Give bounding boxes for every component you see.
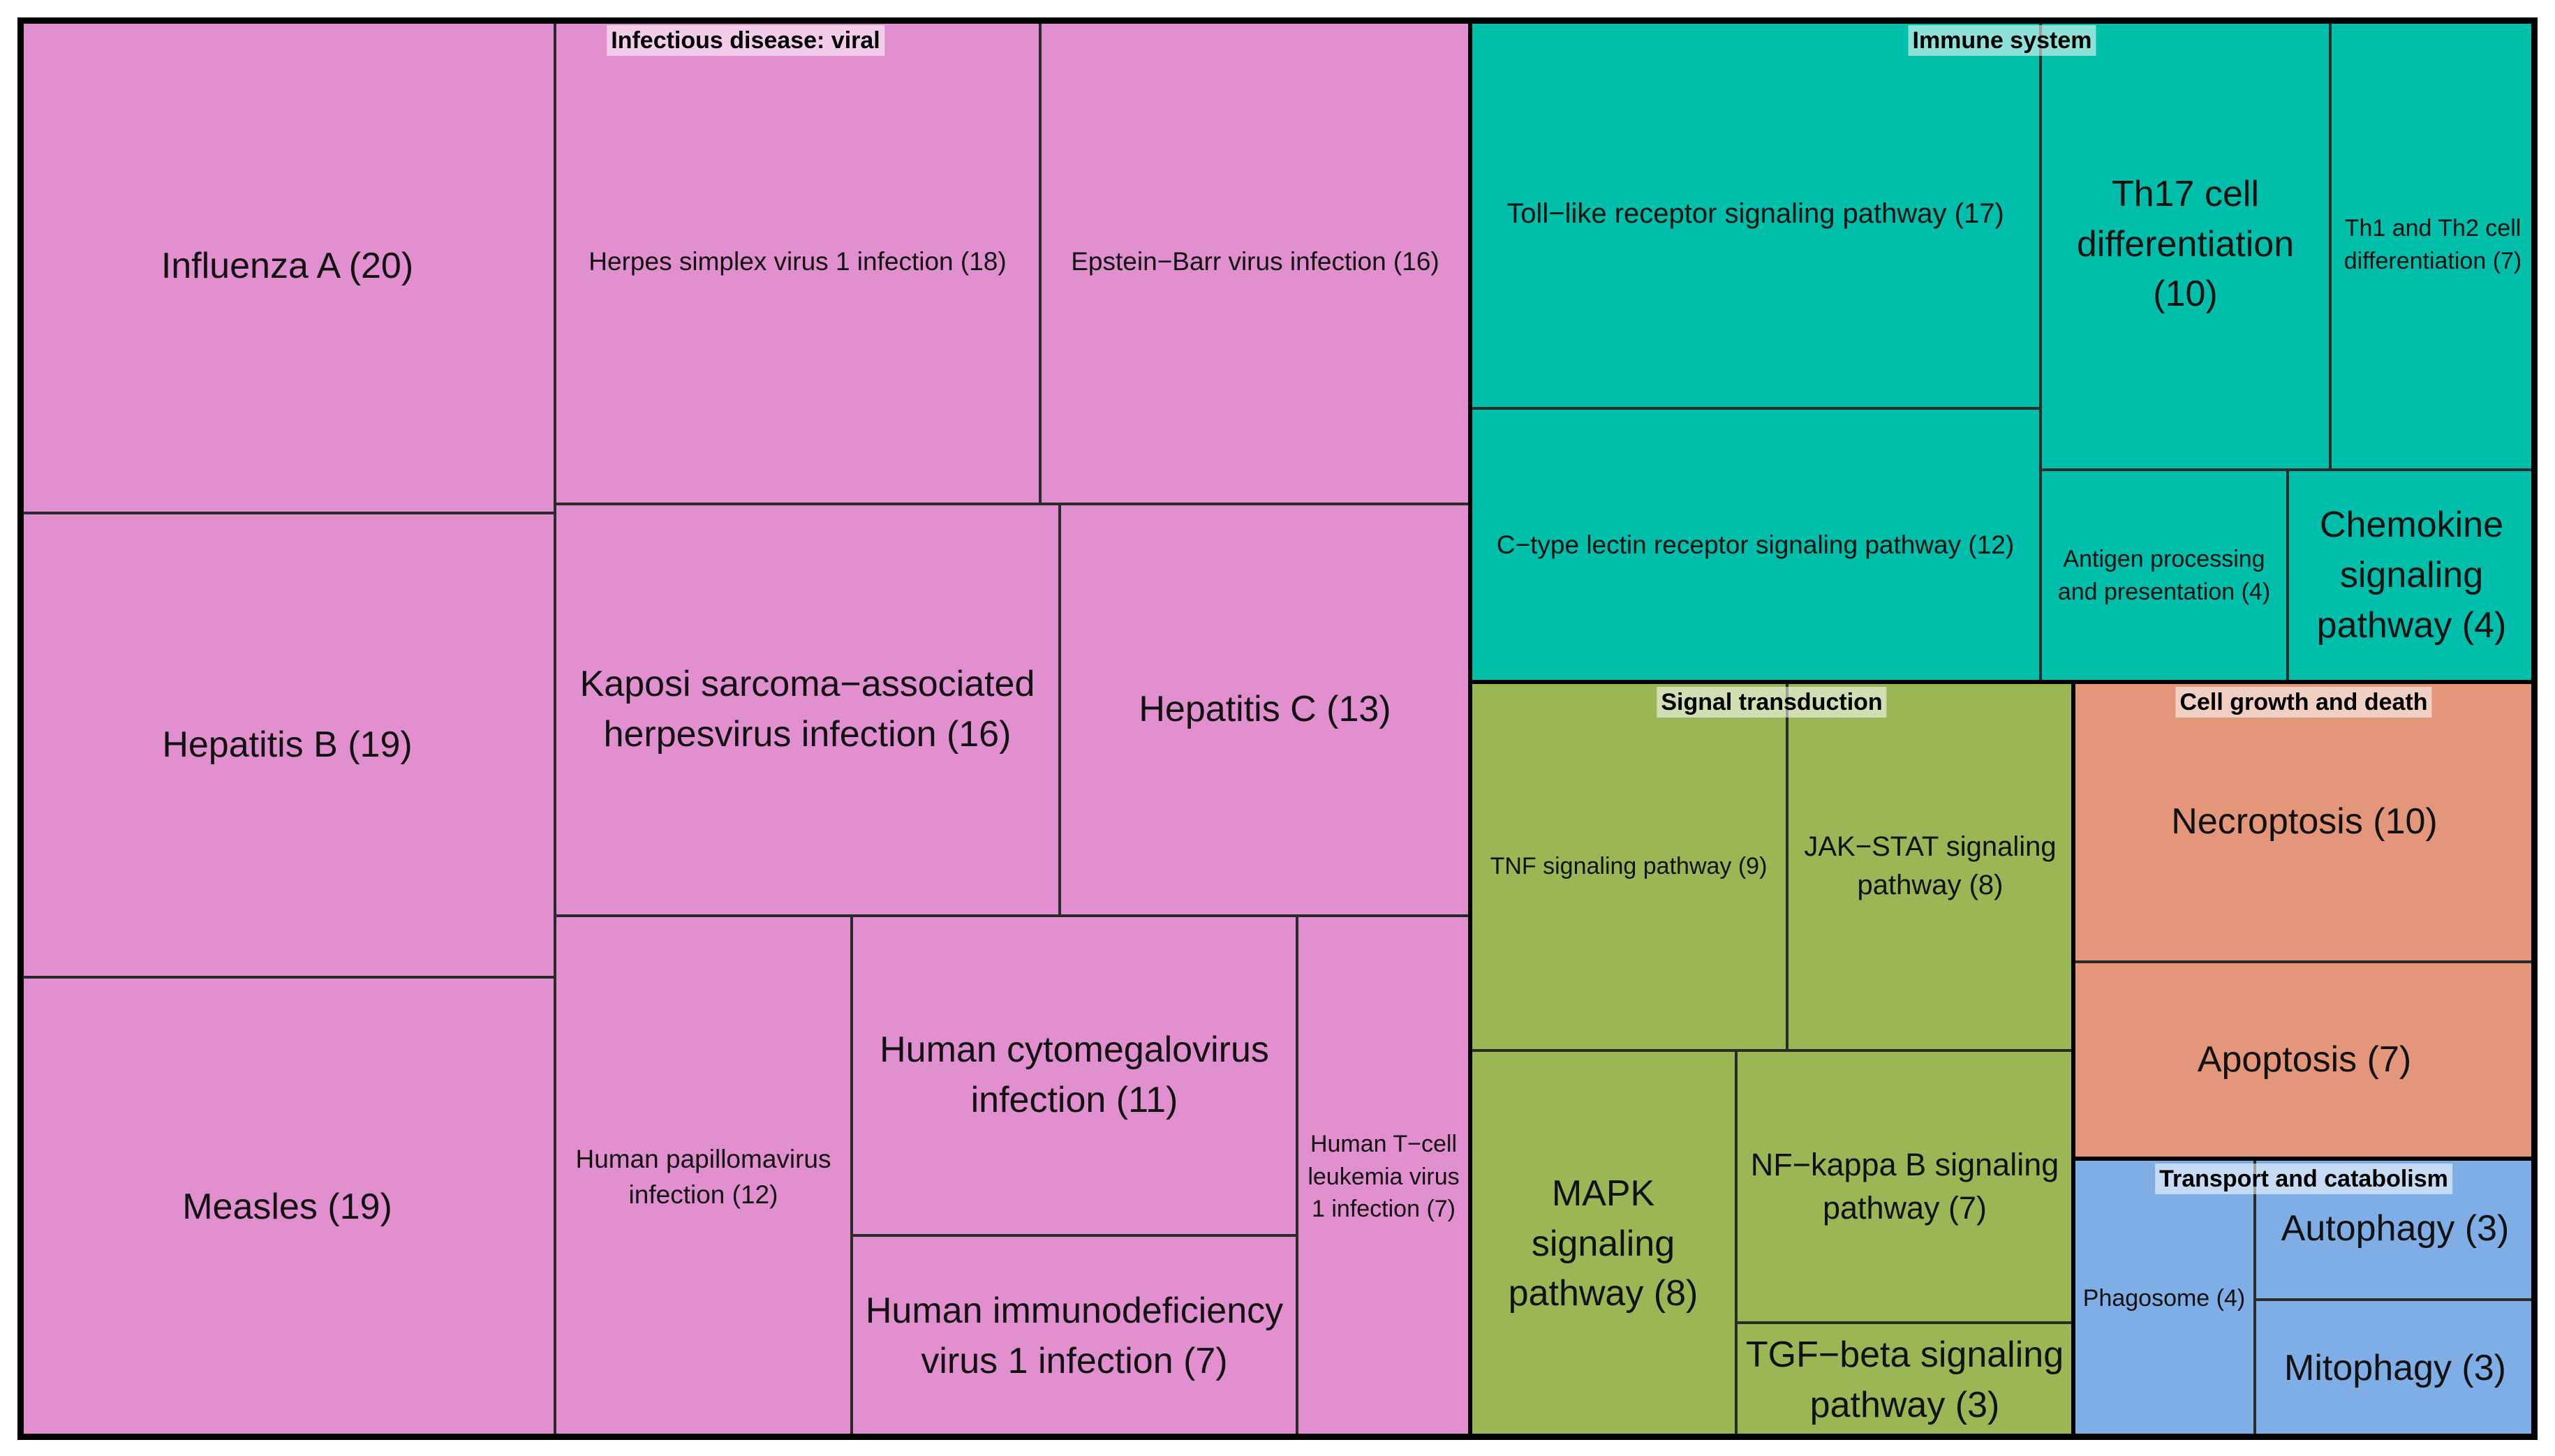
treemap-tile-human-immunodeficiency-virus-1-infection-7: Human immunodeficiency virus 1 infection… [852, 1235, 1297, 1438]
treemap-tile-epstein-barr-virus-infection-16: Epstein−Barr virus infection (16) [1040, 20, 1470, 504]
treemap-tile-label: TGF−beta signaling pathway (3) [1745, 1334, 2064, 1425]
treemap-tile-label: Necroptosis (10) [2171, 801, 2438, 842]
treemap-tile-label: Human immunodeficiency virus 1 infection… [865, 1291, 1284, 1381]
treemap-tile-label: Chemokine signaling pathway (4) [2316, 505, 2507, 646]
treemap-tile-label: Human T−cell leukemia virus 1 infection … [1308, 1130, 1460, 1223]
treemap-tile-necroptosis-10: Necroptosis (10) [2073, 682, 2535, 962]
treemap-tile-label: Hepatitis B (19) [162, 724, 413, 765]
treemap-tile-human-papillomavirus-infection-12: Human papillomavirus infection (12) [555, 916, 852, 1438]
treemap-tile-apoptosis-7: Apoptosis (7) [2073, 962, 2535, 1159]
treemap-tile-tnf-signaling-pathway-9: TNF signaling pathway (9) [1470, 682, 1787, 1050]
treemap-tile-label: Kaposi sarcoma−associated herpesvirus in… [579, 664, 1035, 755]
treemap-tile-label: Apoptosis (7) [2197, 1039, 2412, 1080]
treemap-tile-label: Antigen processing and presentation (4) [2057, 546, 2271, 605]
treemap-tile-th1-and-th2-cell-differentiation-7: Th1 and Th2 cell differentiation (7) [2330, 20, 2535, 470]
treemap-group-label-immune-system: Immune system [1908, 25, 2096, 57]
treemap-tile-label: Measles (19) [182, 1187, 392, 1228]
treemap-tile-label: JAK−STAT signaling pathway (8) [1804, 831, 2057, 900]
treemap-tile-label: Mitophagy (3) [2284, 1348, 2506, 1389]
treemap-tile-chemokine-signaling-pathway-4: Chemokine signaling pathway (4) [2288, 470, 2535, 682]
treemap-tile-mitophagy-3: Mitophagy (3) [2255, 1300, 2535, 1438]
treemap-tile-herpes-simplex-virus-1-infection-18: Herpes simplex virus 1 infection (18) [555, 20, 1040, 504]
treemap-tile-label: C−type lectin receptor signaling pathway… [1496, 530, 2015, 560]
treemap-tile-label: Autophagy (3) [2281, 1208, 2510, 1249]
treemap-tile-human-t-cell-leukemia-virus-1-infection-7: Human T−cell leukemia virus 1 infection … [1297, 916, 1470, 1438]
treemap-tile-label: Epstein−Barr virus infection (16) [1071, 247, 1439, 276]
treemap-tile-measles-19: Measles (19) [20, 977, 555, 1438]
treemap-tile-toll-like-receptor-signaling-pathway-17: Toll−like receptor signaling pathway (17… [1470, 20, 2041, 408]
treemap-tile-label: Human cytomegalovirus infection (11) [880, 1030, 1269, 1120]
treemap-tile-label: Th1 and Th2 cell differentiation (7) [2343, 214, 2522, 274]
treemap-tile-nf-kappa-b-signaling-pathway-7: NF−kappa B signaling pathway (7) [1736, 1050, 2073, 1323]
treemap-group-label-infectious-disease-viral: Infectious disease: viral [607, 25, 884, 57]
treemap-tile-label: Influenza A (20) [161, 245, 414, 286]
treemap-tile-label: MAPK signaling pathway (8) [1508, 1173, 1698, 1314]
treemap-tile-label: Th17 cell differentiation (10) [2076, 173, 2295, 315]
treemap-tile-label: Hepatitis C (13) [1139, 689, 1391, 730]
treemap-tile-c-type-lectin-receptor-signaling-pathway-12: C−type lectin receptor signaling pathway… [1470, 408, 2041, 682]
treemap-tile-label: Phagosome (4) [2082, 1284, 2246, 1312]
treemap-tile-label: TNF signaling pathway (9) [1490, 852, 1768, 879]
treemap-tile-antigen-processing-and-presentation-4: Antigen processing and presentation (4) [2041, 470, 2288, 682]
treemap-tile-kaposi-sarcoma-associated-herpesvirus-infection-16: Kaposi sarcoma−associated herpesvirus in… [555, 504, 1060, 916]
treemap-tile-human-cytomegalovirus-infection-11: Human cytomegalovirus infection (11) [852, 916, 1297, 1235]
treemap-tile-label: Herpes simplex virus 1 infection (18) [588, 247, 1007, 276]
treemap-group-label-signal-transduction: Signal transduction [1657, 687, 1887, 718]
treemap-group-label-transport-and-catabolism: Transport and catabolism [2155, 1164, 2452, 1195]
treemap-tile-label: NF−kappa B signaling pathway (7) [1750, 1146, 2059, 1226]
treemap-tile-label: Human papillomavirus infection (12) [575, 1144, 831, 1209]
treemap-tile-influenza-a-20: Influenza A (20) [20, 20, 555, 513]
treemap-group-label-cell-growth-and-death: Cell growth and death [2175, 687, 2432, 718]
treemap-tile-th17-cell-differentiation-10: Th17 cell differentiation (10) [2041, 20, 2330, 470]
treemap-tile-mapk-signaling-pathway-8: MAPK signaling pathway (8) [1470, 1050, 1736, 1438]
treemap-tile-label: Toll−like receptor signaling pathway (17… [1506, 198, 2004, 229]
treemap-tile-tgf-beta-signaling-pathway-3: TGF−beta signaling pathway (3) [1736, 1323, 2073, 1438]
treemap-tile-phagosome-4: Phagosome (4) [2073, 1159, 2255, 1438]
treemap-tile-jak-stat-signaling-pathway-8: JAK−STAT signaling pathway (8) [1787, 682, 2073, 1050]
treemap-tile-hepatitis-c-13: Hepatitis C (13) [1060, 504, 1470, 916]
treemap-tile-hepatitis-b-19: Hepatitis B (19) [20, 513, 555, 977]
